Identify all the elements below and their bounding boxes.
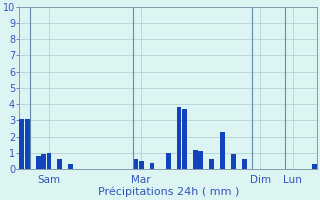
Bar <box>46 153 52 169</box>
Bar <box>20 119 24 169</box>
Bar <box>166 153 171 169</box>
Bar <box>242 159 246 169</box>
Bar <box>57 159 62 169</box>
Bar <box>68 164 73 169</box>
Bar <box>193 150 198 169</box>
Bar <box>182 109 187 169</box>
X-axis label: Précipitations 24h ( mm ): Précipitations 24h ( mm ) <box>98 187 239 197</box>
Bar <box>139 161 144 169</box>
Bar <box>25 119 30 169</box>
Bar <box>231 154 236 169</box>
Bar <box>220 132 225 169</box>
Bar <box>312 164 317 169</box>
Bar <box>133 159 138 169</box>
Bar <box>41 154 46 169</box>
Bar <box>177 107 181 169</box>
Bar <box>198 151 203 169</box>
Bar <box>36 156 41 169</box>
Bar <box>209 159 214 169</box>
Bar <box>149 163 154 169</box>
